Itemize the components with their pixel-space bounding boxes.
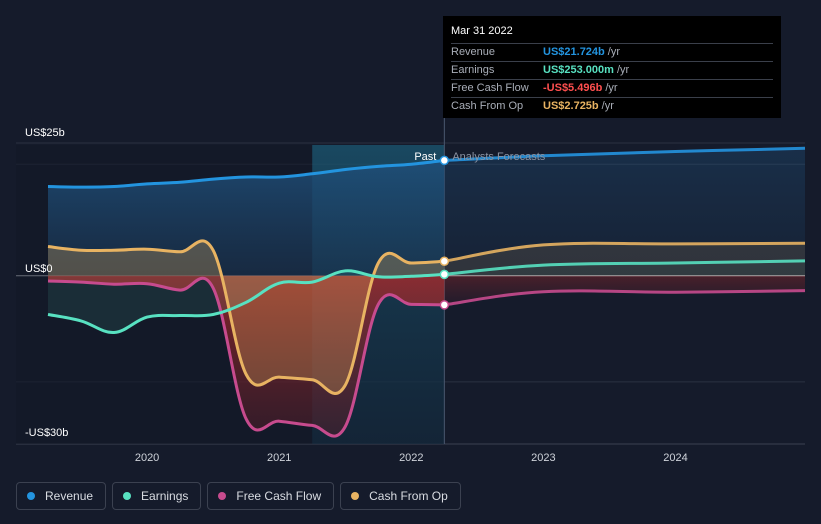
tooltip-row-value: US$21.724b bbox=[543, 46, 605, 58]
line-revenue-past bbox=[47, 158, 445, 189]
series-lines bbox=[47, 146, 806, 438]
legend-label: Cash From Op bbox=[369, 489, 448, 503]
legend-item-revenue[interactable]: Revenue bbox=[16, 482, 107, 510]
line-cash-from-op-forecast bbox=[444, 241, 806, 263]
y-tick-label: -US$30b bbox=[25, 427, 68, 439]
tooltip-row-unit: /yr bbox=[607, 46, 620, 58]
tooltip: Mar 31 2022 Revenue US$21.724b /yr Earni… bbox=[443, 16, 781, 118]
tooltip-row-free-cash-flow: Free Cash Flow -US$5.496b /yr bbox=[451, 80, 773, 98]
x-tick-label: 2023 bbox=[531, 452, 555, 464]
tooltip-row-cash-from-op: Cash From Op US$2.725b /yr bbox=[451, 98, 773, 115]
series-markers bbox=[439, 155, 450, 310]
legend-item-free-cash-flow[interactable]: Free Cash Flow bbox=[207, 482, 335, 510]
tooltip-row-label: Earnings bbox=[451, 64, 495, 76]
point-revenue bbox=[439, 155, 450, 166]
legend-item-earnings[interactable]: Earnings bbox=[112, 482, 202, 510]
tooltip-row-label: Revenue bbox=[451, 46, 496, 58]
tooltip-row-unit: /yr bbox=[616, 64, 630, 76]
tooltip-row-label: Cash From Op bbox=[451, 100, 524, 112]
x-tick-label: 2021 bbox=[267, 452, 291, 464]
legend-dot-icon bbox=[123, 492, 132, 500]
tooltip-row-value: US$2.725b bbox=[543, 100, 599, 112]
legend-dot-icon bbox=[351, 492, 360, 500]
line-earnings-forecast bbox=[444, 259, 806, 276]
legend-label: Earnings bbox=[141, 489, 189, 503]
line-free-cash-flow-forecast bbox=[444, 289, 806, 307]
tooltip-row-earnings: Earnings US$253.000m /yr bbox=[451, 62, 773, 80]
x-tick-label: 2020 bbox=[135, 452, 159, 464]
forecast-label: Analysts Forecasts bbox=[452, 151, 545, 163]
legend-label: Revenue bbox=[45, 489, 94, 503]
point-cash-from-op bbox=[439, 256, 450, 267]
line-free-cash-flow-past bbox=[47, 276, 445, 438]
legend-label: Free Cash Flow bbox=[236, 489, 322, 503]
tooltip-row-revenue: Revenue US$21.724b /yr bbox=[451, 44, 773, 62]
line-revenue-forecast bbox=[444, 146, 806, 162]
tooltip-date: Mar 31 2022 bbox=[451, 23, 773, 44]
area-cash-from-op-forecast bbox=[444, 243, 805, 276]
area-cash-from-op-past bbox=[48, 240, 445, 394]
legend-item-cash-from-op[interactable]: Cash From Op bbox=[340, 482, 461, 510]
point-free-cash-flow bbox=[439, 300, 450, 310]
point-earnings bbox=[439, 269, 450, 280]
area-earnings-forecast bbox=[444, 260, 805, 276]
area-free-cash-flow-past bbox=[48, 275, 445, 437]
tooltip-row-unit: /yr bbox=[605, 82, 618, 94]
series-areas bbox=[48, 148, 805, 437]
tooltip-row-value: -US$5.496b bbox=[543, 82, 603, 94]
y-tick-label: US$0 bbox=[25, 263, 53, 275]
axis-labels: US$25b US$0 -US$30b 2020 2021 2022 2023 2024 Pas… bbox=[25, 127, 688, 464]
tooltip-row-label: Free Cash Flow bbox=[451, 82, 529, 94]
past-label: Past bbox=[414, 151, 436, 163]
x-tick-label: 2022 bbox=[399, 452, 423, 464]
legend: Revenue Earnings Free Cash Flow Cash Fro… bbox=[16, 482, 461, 510]
line-cash-from-op-past bbox=[47, 239, 445, 395]
tooltip-row-unit: /yr bbox=[601, 100, 614, 112]
x-tick-label: 2024 bbox=[663, 452, 687, 464]
y-tick-label: US$25b bbox=[25, 127, 65, 139]
area-revenue-past bbox=[48, 160, 445, 276]
line-earnings-past bbox=[47, 269, 445, 335]
legend-dot-icon bbox=[27, 492, 35, 500]
tooltip-row-value: US$253.000m bbox=[543, 64, 614, 76]
legend-dot-icon bbox=[218, 492, 227, 500]
